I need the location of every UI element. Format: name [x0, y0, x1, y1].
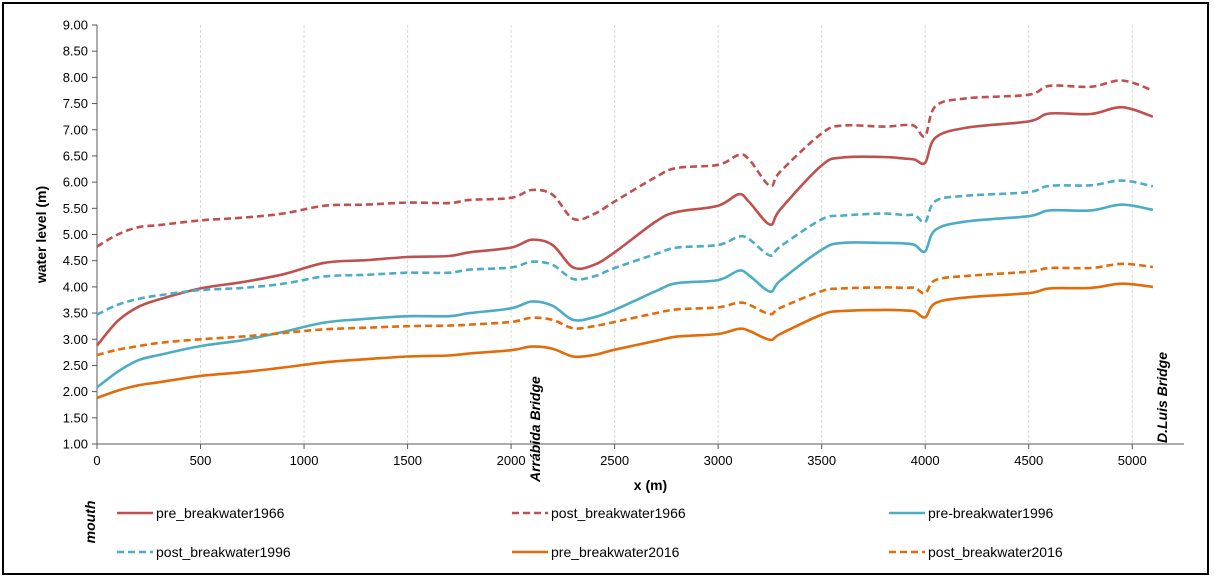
- annotation-arrabida-bridge: Arrábida Bridge: [527, 376, 543, 483]
- y-tick-label: 7.00: [63, 122, 88, 137]
- y-tick-label: 3.00: [63, 332, 88, 347]
- x-axis-title: x (m): [634, 477, 667, 493]
- series-line-pre-breakwater1966: [96, 105, 1154, 347]
- legend-label: pre_breakwater1966: [156, 505, 285, 521]
- x-tick-label: 2000: [497, 453, 526, 468]
- annotation-mouth: mouth: [82, 501, 98, 544]
- y-tick-label: 2.00: [63, 384, 88, 399]
- annotation-dluis-bridge: D.Luis Bridge: [1154, 352, 1170, 443]
- legend-label: pre-breakwater1996: [928, 505, 1054, 521]
- x-tick-label: 3000: [704, 453, 733, 468]
- y-tick-label: 7.50: [63, 96, 88, 111]
- y-tick-label: 1.00: [63, 437, 88, 452]
- series-line-post-breakwater1996: [96, 179, 1154, 316]
- x-tick-label: 1000: [290, 453, 319, 468]
- series-lines: [96, 79, 1154, 400]
- legend-label: post_breakwater1966: [551, 505, 686, 521]
- x-tick-label: 3500: [807, 453, 836, 468]
- y-tick-labels: 1.00 1.50 2.00 2.50 3.00 3.50 4.00 4.50 5.00 5.50…: [63, 18, 88, 452]
- legend-label: post_breakwater2016: [928, 544, 1063, 560]
- water-level-chart: 0 500 1000 1500 2000 2500 3000 3500 4000 4500 5000…: [33, 18, 1184, 560]
- series-line-pre-breakwater1996: [96, 203, 1154, 389]
- x-tick-label: 4000: [911, 453, 940, 468]
- series-line-post-breakwater1966: [96, 79, 1154, 248]
- x-tick-label: 4500: [1014, 453, 1043, 468]
- y-tick-label: 5.50: [63, 201, 88, 216]
- y-tick-label: 1.50: [63, 410, 88, 425]
- y-tick-label: 6.00: [63, 175, 88, 190]
- y-tick-label: 5.00: [63, 227, 88, 242]
- legend-label: post_breakwater1996: [156, 544, 291, 560]
- x-tick-label: 5000: [1118, 453, 1147, 468]
- x-tick-labels: 0 500 1000 1500 2000 2500 3000 3500 4000 4500 5000: [93, 453, 1146, 468]
- y-tick-label: 6.50: [63, 148, 88, 163]
- y-tick-label: 4.50: [63, 253, 88, 268]
- y-tick-label: 9.00: [63, 18, 88, 33]
- y-tick-label: 4.00: [63, 279, 88, 294]
- x-tick-label: 1500: [393, 453, 422, 468]
- y-tick-label: 2.50: [63, 358, 88, 373]
- x-tick-label: 500: [190, 453, 212, 468]
- x-tick-label: 0: [93, 453, 100, 468]
- series-line-pre-breakwater2016: [96, 282, 1154, 400]
- legend: pre_breakwater1966 post_breakwater1966 pre…: [117, 505, 1063, 560]
- x-tick-label: 2500: [600, 453, 629, 468]
- y-tick-label: 8.50: [63, 44, 88, 59]
- legend-label: pre_breakwater2016: [551, 544, 680, 560]
- series-line-post-breakwater2016: [96, 262, 1154, 357]
- grid-lines: [200, 25, 1133, 444]
- y-tick-label: 8.00: [63, 70, 88, 85]
- axes: [92, 24, 1184, 449]
- y-axis-title: water level (m): [33, 186, 49, 284]
- y-tick-label: 3.50: [63, 306, 88, 321]
